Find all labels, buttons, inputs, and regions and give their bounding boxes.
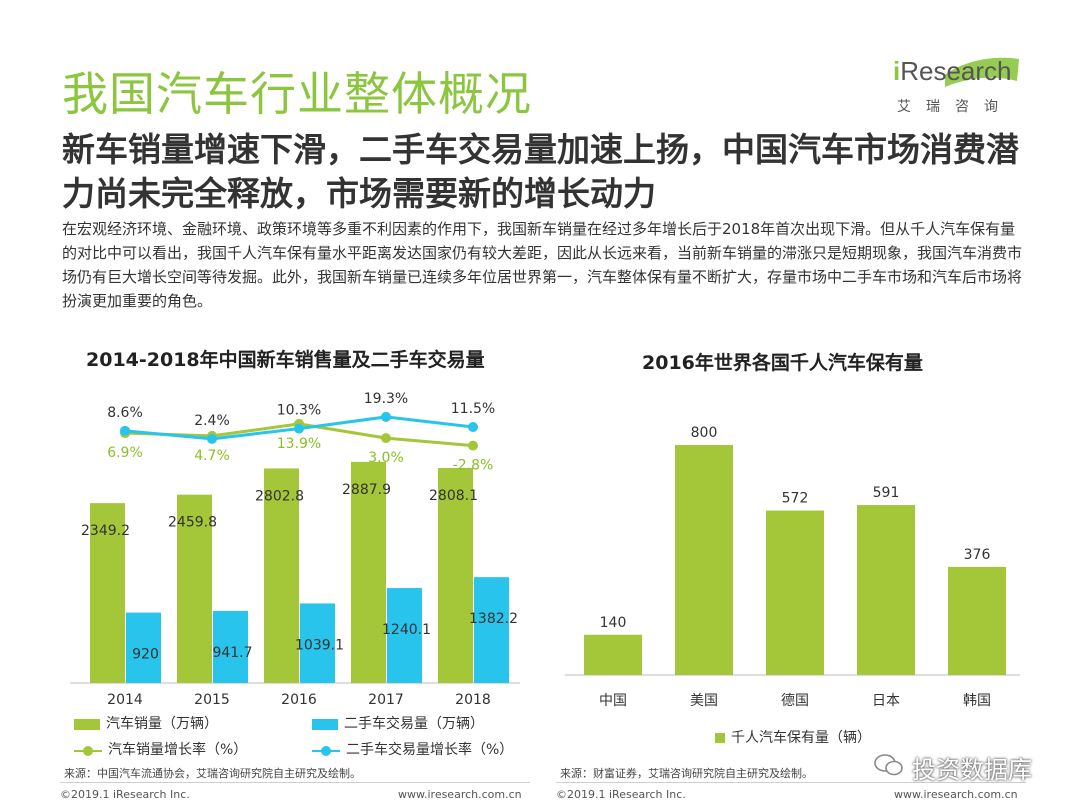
x-tick-label: 美国 [690, 693, 718, 709]
intro-paragraph: 在宏观经济环境、金融环境、政策环境等多重不利因素的作用下，我国新车销量在经过多年… [62, 220, 1023, 310]
bar-ownership-label: 140 [600, 615, 627, 631]
right-source: 来源：财富证券，艾瑞咨询研究院自主研究及绘制。 [560, 767, 813, 780]
x-tick-label: 2016 [281, 692, 317, 708]
legend-swatch-green-line [74, 745, 102, 756]
bar-ownership [675, 445, 733, 675]
point-new-growth [381, 433, 391, 444]
logo-swoosh-icon [945, 57, 1019, 87]
bar-new-sales [438, 468, 473, 683]
bar-used-trade [213, 610, 248, 683]
bar-new-sales [351, 461, 386, 683]
point-used-growth [207, 433, 217, 444]
x-tick-label: 德国 [781, 693, 809, 709]
legend-swatch-blue-bar [312, 718, 338, 730]
legend-swatch-blue-line [312, 745, 340, 756]
bar-new-sales-label: 2808.1 [429, 488, 478, 504]
x-tick-label: 2015 [194, 692, 230, 708]
label-used-growth: 19.3% [364, 391, 408, 407]
right-divider [556, 782, 1026, 783]
bar-used-trade [300, 603, 335, 683]
bar-used-trade-label: 941.7 [212, 645, 252, 661]
bar-used-trade [387, 588, 422, 683]
bar-ownership [948, 566, 1006, 675]
bar-used-trade-label: 1039.1 [295, 637, 344, 653]
point-used-growth [381, 411, 391, 422]
logo-subtext: 艾瑞咨询 [897, 99, 1013, 115]
point-used-growth [468, 422, 478, 433]
point-used-growth [120, 425, 130, 436]
bar-new-sales-label: 2459.8 [168, 515, 217, 531]
bar-used-trade [474, 577, 509, 683]
bar-used-trade [126, 612, 161, 683]
bar-new-sales-label: 2802.8 [255, 488, 304, 504]
legend-used-growth: 二手车交易量增长率（%） [312, 739, 513, 759]
left-source: 来源：中国汽车流通协会，艾瑞咨询研究院自主研究及绘制。 [64, 767, 361, 780]
left-chart-title: 2014-2018年中国新车销售量及二手车交易量 [86, 349, 485, 371]
label-used-growth: 8.6% [107, 405, 143, 421]
bar-ownership-label: 572 [782, 491, 809, 507]
x-tick-label: 2014 [107, 692, 143, 708]
legend-new-growth: 汽车销量增长率（%） [74, 739, 247, 759]
new-vs-used-car-chart: 2349.2 920 2014 2459.8 941.7 2015 2802.8 1039.1… [70, 391, 520, 708]
left-copyright: ©2019.1 iResearch Inc. [60, 788, 190, 801]
legend-swatch-ownership [715, 733, 725, 743]
point-new-growth [468, 440, 478, 451]
bar-ownership [766, 510, 824, 675]
x-tick-label: 日本 [872, 693, 900, 709]
bar-ownership [584, 634, 642, 675]
bar-used-trade-label: 1240.1 [382, 622, 431, 638]
legend-swatch-green-bar [74, 718, 100, 730]
bar-ownership-label: 591 [873, 485, 900, 501]
x-tick-label: 2018 [455, 692, 491, 708]
bar-new-sales [264, 468, 299, 683]
watermark-text: 投资数据库 [912, 756, 1032, 784]
bar-used-trade-label: 920 [132, 647, 159, 663]
x-tick-label: 韩国 [963, 693, 991, 709]
car-ownership-chart: 140 中国 800 美国 572 德国 591 日本 376 韩国 [565, 425, 1020, 709]
right-copyright: ©2019.1 iResearch Inc. [556, 788, 686, 801]
label-used-growth: 2.4% [194, 413, 230, 429]
legend-ownership: 千人汽车保有量（辆） [715, 727, 871, 747]
label-new-growth: 4.7% [194, 448, 230, 464]
left-divider [60, 782, 530, 783]
right-url[interactable]: www.iresearch.com.cn [894, 788, 1018, 801]
x-tick-label: 中国 [599, 693, 627, 709]
wechat-icon [874, 754, 903, 776]
right-chart-title: 2016年世界各国千人汽车保有量 [642, 352, 923, 374]
label-new-growth: 6.9% [107, 445, 143, 461]
label-new-growth: 3.0% [368, 450, 404, 466]
bar-new-sales-label: 2887.9 [342, 482, 391, 498]
bar-ownership-label: 800 [691, 425, 718, 441]
bar-new-sales [90, 503, 125, 683]
page-subtitle: 新车销量增速下滑，二手车交易量加速上扬，中国汽车市场消费潜力尚未完全释放，市场需… [62, 130, 1019, 213]
label-used-growth: 11.5% [451, 401, 495, 417]
label-new-growth: 13.9% [277, 436, 321, 452]
label-new-growth: -2.8% [453, 458, 494, 474]
page-title: 我国汽车行业整体概况 [62, 67, 532, 121]
legend-used-trade: 二手车交易量（万辆） [312, 713, 484, 733]
bar-new-sales-label: 2349.2 [81, 523, 130, 539]
iresearch-logo: iResearch 艾瑞咨询 [893, 56, 1023, 122]
bar-used-trade-label: 1382.2 [469, 611, 518, 627]
legend-new-sales: 汽车销量（万辆） [74, 713, 218, 733]
bar-new-sales [177, 494, 212, 683]
bar-ownership [857, 505, 915, 675]
left-url[interactable]: www.iresearch.com.cn [398, 788, 522, 801]
point-used-growth [294, 423, 304, 434]
logo-wordmark: iResearch [893, 56, 1012, 86]
bar-ownership-label: 376 [964, 547, 991, 563]
label-used-growth: 10.3% [277, 403, 321, 419]
x-tick-label: 2017 [368, 692, 404, 708]
